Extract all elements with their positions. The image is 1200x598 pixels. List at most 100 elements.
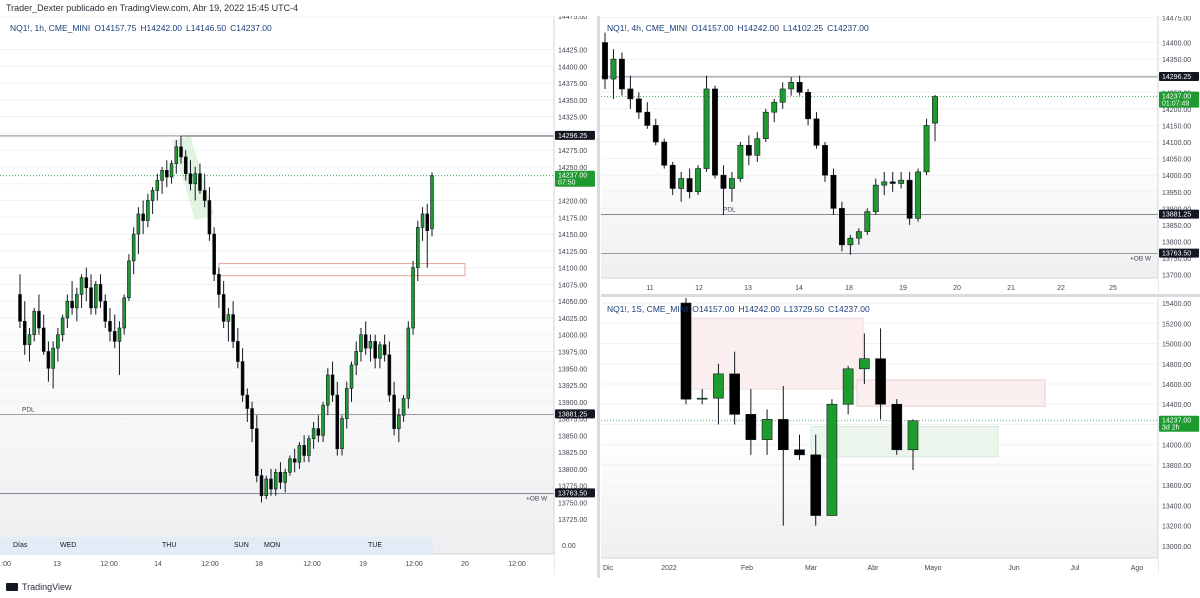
candle: [302, 435, 306, 463]
pane-divider-vertical[interactable]: [597, 16, 600, 578]
price-tick-label: 14050.00: [558, 299, 587, 306]
candle-body: [330, 374, 335, 396]
price-tick-label: 14025.00: [558, 316, 587, 323]
candle-body: [373, 341, 377, 359]
time-tick-label: 25: [1109, 285, 1117, 292]
candle: [745, 389, 757, 455]
candle-body: [122, 297, 126, 329]
price-axis-bg: [1158, 298, 1200, 574]
candle: [193, 166, 197, 201]
time-tick-label: 12:00: [100, 561, 118, 568]
time-tick-label: Mayo: [924, 565, 941, 572]
candle: [392, 381, 396, 436]
candle-body: [627, 88, 634, 100]
candle-body: [278, 471, 283, 483]
candle-body: [713, 373, 724, 399]
candle: [777, 386, 789, 526]
candle: [406, 321, 411, 409]
candle: [136, 207, 141, 255]
candle-body: [240, 361, 245, 396]
candle-body: [32, 310, 36, 336]
candle-body: [27, 334, 32, 346]
candle: [810, 434, 822, 526]
pane-divider-horizontal[interactable]: [601, 294, 1200, 297]
candle: [898, 171, 905, 189]
candle: [839, 201, 845, 252]
candle-body: [56, 334, 60, 349]
candle: [349, 361, 354, 402]
candle: [245, 388, 250, 422]
candle: [27, 328, 32, 362]
candle: [217, 267, 221, 308]
candle: [729, 171, 735, 202]
candle: [368, 334, 373, 362]
candle: [183, 150, 188, 181]
candle: [713, 363, 724, 425]
candle: [872, 178, 879, 215]
candle-body: [847, 237, 854, 246]
price-tick-label: 14475.00: [558, 16, 587, 21]
candles: [602, 32, 938, 255]
candle-body: [70, 300, 74, 309]
candle: [41, 314, 46, 355]
candle: [56, 328, 60, 362]
price-label-box: [1159, 71, 1199, 81]
chart-pane-1s[interactable]: 15400.00 15200.00 15000.00 14800.00 14600.00…: [601, 298, 1200, 574]
candle-body: [661, 141, 668, 166]
candle: [84, 267, 89, 302]
candle-body: [788, 82, 795, 90]
price-tick-label: 13825.00: [558, 450, 587, 457]
candle: [273, 468, 278, 496]
candle: [847, 234, 854, 255]
candle: [859, 333, 870, 384]
candle-body: [777, 419, 789, 451]
candle-body: [292, 458, 297, 463]
overlays: [684, 317, 1046, 458]
candle: [813, 112, 820, 149]
candle: [703, 75, 710, 172]
candle: [822, 142, 828, 182]
candle-body: [842, 368, 854, 405]
time-tick-label: 21: [1007, 285, 1015, 292]
candle: [826, 399, 838, 516]
candle-body: [283, 471, 287, 483]
candle-body: [131, 233, 136, 262]
tradingview-logo-icon: [6, 583, 18, 591]
legend-open: O14157.00: [692, 304, 735, 314]
chart-pane-1h[interactable]: PDL +OB W 14475.00 14425.00 14400.00 14375.00…: [0, 16, 596, 574]
chart-pane-4h[interactable]: PDL+OB W14475.0014400.0014350.0014300.00…: [601, 16, 1200, 294]
candle: [864, 208, 871, 235]
time-axis-bg: [0, 554, 554, 574]
candle: [198, 163, 202, 194]
candle: [264, 475, 269, 500]
candle-body: [321, 404, 325, 436]
candle-body: [397, 414, 401, 429]
candle-body: [188, 173, 193, 185]
price-label-text: 13763.50: [558, 490, 587, 497]
price-label-box: [555, 130, 595, 140]
candle-body: [226, 314, 231, 322]
time-axis: 11 12 13 14 18 19 20 21 22 25: [601, 277, 1158, 294]
legend-high: H14242.00: [140, 23, 182, 33]
price-tick-label: 14125.00: [558, 249, 587, 256]
price-label-text: 14296.25: [1162, 74, 1191, 81]
price-tick-label: 14425.00: [558, 48, 587, 55]
price-axis: 14475.0014400.0014350.0014300.0014250.00…: [1157, 16, 1200, 294]
time-tick-label: Jun: [1008, 565, 1019, 572]
price-tick-label: 15200.00: [1162, 321, 1191, 328]
tradingview-logo[interactable]: TradingView: [6, 582, 72, 592]
candle-body: [932, 96, 938, 124]
price-label-text: 14237.00: [1162, 94, 1191, 101]
candle: [103, 294, 108, 328]
candle: [231, 301, 235, 349]
candle-body: [217, 274, 221, 295]
candle-body: [602, 42, 608, 80]
candle: [875, 328, 886, 420]
session-label: SUN: [234, 542, 249, 549]
candle: [150, 187, 155, 214]
price-tick-label: 14200.00: [1162, 107, 1191, 114]
time-axis-bg: [601, 278, 1158, 294]
price-tick-label: 13950.00: [558, 366, 587, 373]
price-label-text: 14237.00: [1162, 418, 1191, 425]
price-tick-label: 14350.00: [1162, 57, 1191, 64]
